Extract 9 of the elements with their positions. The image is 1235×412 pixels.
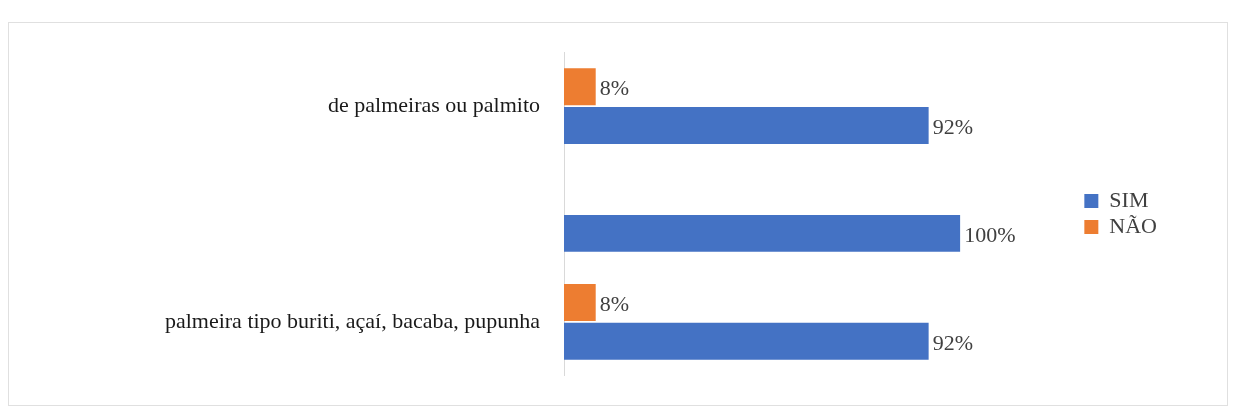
- y-tick-label: palmeira tipo buriti, açaí, bacaba, pupunha: [164, 307, 541, 333]
- data-label: 8%: [599, 75, 630, 101]
- data-label: 8%: [599, 291, 630, 317]
- data-label: 92%: [932, 114, 973, 140]
- data-label: 92%: [932, 330, 973, 356]
- legend-label: SIM: [1109, 186, 1149, 212]
- data-label: 100%: [964, 222, 1016, 248]
- y-tick-label: de palmeiras ou palmito: [328, 91, 540, 117]
- legend-label: NÃO: [1109, 212, 1158, 238]
